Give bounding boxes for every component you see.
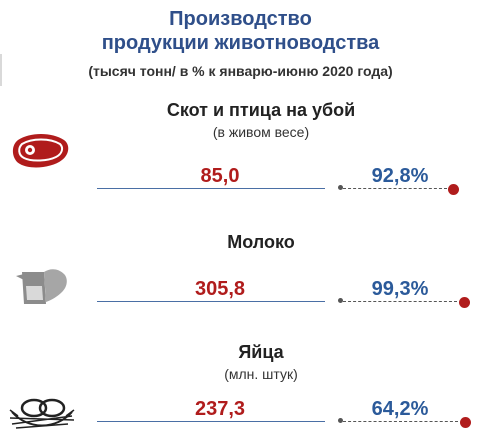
page-subtitle: (тысяч тонн/ в % к январю-июню 2020 года… bbox=[88, 63, 393, 79]
item-livestock-end-dot bbox=[448, 184, 459, 195]
eggs-nest-icon bbox=[9, 398, 75, 429]
item-milk-line-start-dot bbox=[338, 298, 343, 303]
item-livestock-line-start-dot bbox=[338, 185, 343, 190]
item-milk-dashed-line bbox=[343, 301, 457, 302]
item-eggs-note: (млн. штук) bbox=[224, 366, 298, 382]
left-edge-rule bbox=[0, 54, 2, 86]
item-eggs-title: Яйца bbox=[238, 342, 284, 362]
item-eggs-line-start-dot bbox=[338, 418, 343, 423]
item-eggs-value-underline bbox=[97, 421, 325, 422]
item-livestock-title: Скот и птица на убой bbox=[166, 100, 356, 120]
item-livestock-value: 85,0 bbox=[200, 165, 240, 187]
item-eggs-dashed-line bbox=[343, 421, 458, 422]
item-milk-value-underline bbox=[97, 301, 325, 302]
item-eggs-value: 237,3 bbox=[194, 398, 246, 420]
meat-steak-icon bbox=[12, 134, 69, 168]
item-milk-end-dot bbox=[459, 297, 470, 308]
item-eggs-end-dot bbox=[460, 417, 471, 428]
item-milk-value: 305,8 bbox=[194, 278, 246, 300]
item-livestock-note: (в живом весе) bbox=[212, 124, 310, 140]
milk-jug-icon bbox=[16, 269, 67, 304]
item-livestock-dashed-line bbox=[343, 188, 447, 189]
item-livestock-percent: 92,8% bbox=[371, 165, 429, 187]
item-livestock-value-underline bbox=[97, 188, 325, 189]
item-milk-title: Молоко bbox=[227, 232, 295, 252]
item-eggs-percent: 64,2% bbox=[371, 398, 429, 420]
item-milk-percent: 99,3% bbox=[371, 278, 429, 300]
page-title-line-2: продукции животноводства bbox=[101, 32, 380, 54]
page-title-line-1: Производство bbox=[169, 8, 312, 30]
